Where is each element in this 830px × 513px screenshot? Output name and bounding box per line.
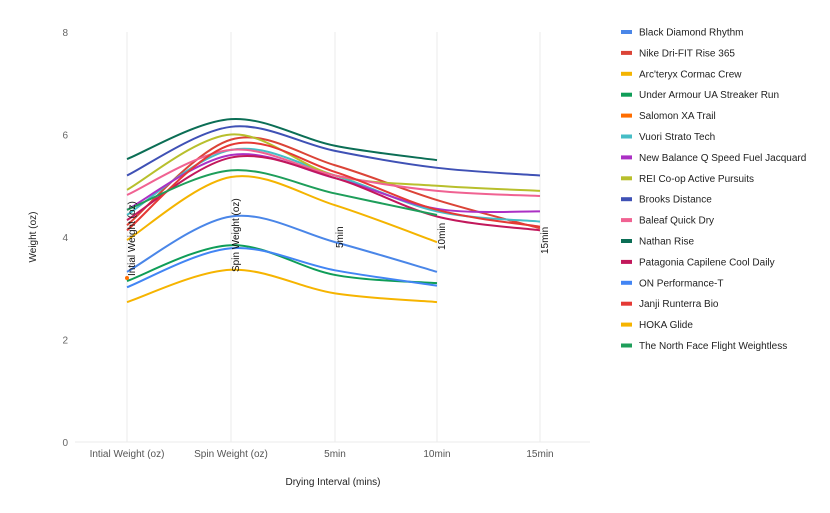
series-line [126,154,541,232]
legend-swatch [621,134,632,139]
series-line [126,214,438,273]
series-line [126,268,438,304]
y-tick-label: 8 [62,28,68,39]
series-line [126,244,438,285]
y-axis-title: Weight (oz) [28,212,39,263]
series-line [126,148,541,197]
series-line [126,141,541,232]
x-tick-label: 5min [324,449,346,460]
x-tick-label: 10min [423,449,450,460]
series-line [126,136,541,230]
category-annotation: Spin Weight (oz) [231,198,242,272]
legend-label: HOKA Glide [639,320,693,331]
legend-label: Janji Runterra Bio [639,299,719,310]
y-tick-label: 6 [62,131,68,142]
legend-swatch [621,92,632,97]
legend-swatch [621,343,632,348]
legend-label: The North Face Flight Weightless [639,341,787,352]
legend-swatch [621,280,632,285]
legend-label: New Balance Q Speed Fuel Jacquard [639,153,806,164]
legend-swatch [621,71,632,76]
legend-label: Brooks Distance [639,195,712,206]
series-line [126,169,438,216]
series-line [126,147,541,223]
category-annotation: 5min [335,226,346,248]
legend-label: Patagonia Capilene Cool Daily [639,257,775,268]
x-tick-label: 15min [526,449,553,460]
y-tick-label: 0 [62,438,68,449]
legend-swatch [621,155,632,160]
legend-label: Nike Dri-FIT Rise 365 [639,48,735,59]
legend-swatch [621,218,632,223]
x-tick-label: Spin Weight (oz) [194,449,268,460]
legend-label: Nathan Rise [639,237,694,248]
legend-label: Under Armour UA Streaker Run [639,90,779,101]
legend-label: Baleaf Quick Dry [639,216,714,227]
y-tick-label: 2 [62,336,68,347]
legend-label: REI Co-op Active Pursuits [639,174,754,185]
legend-label: Black Diamond Rhythm [639,28,743,39]
legend-swatch [621,322,632,327]
legend-swatch [621,50,632,55]
legend-label: ON Performance-T [639,278,723,289]
series-line [126,175,438,244]
category-annotation: 15min [540,227,551,254]
legend-swatch [621,239,632,243]
series-point [125,276,129,280]
legend-swatch [621,197,632,202]
legend-swatch [621,259,632,264]
legend-label: Salomon XA Trail [639,111,716,122]
legend-swatch [621,301,632,306]
y-tick-label: 4 [62,233,68,244]
legend-swatch [621,176,632,181]
legend-label: Arc'teryx Cormac Crew [639,69,742,80]
series-line [126,247,438,289]
legend-swatch [621,113,632,118]
x-tick-label: Intial Weight (oz) [90,449,165,460]
legend-swatch [621,30,632,34]
category-annotation: 10min [437,223,448,250]
legend-label: Vuori Strato Tech [639,132,715,143]
series-line [126,125,541,177]
category-annotation: Intial Weight (oz) [127,201,138,276]
series-line [126,118,438,162]
x-axis-title: Drying Interval (mins) [285,477,380,488]
